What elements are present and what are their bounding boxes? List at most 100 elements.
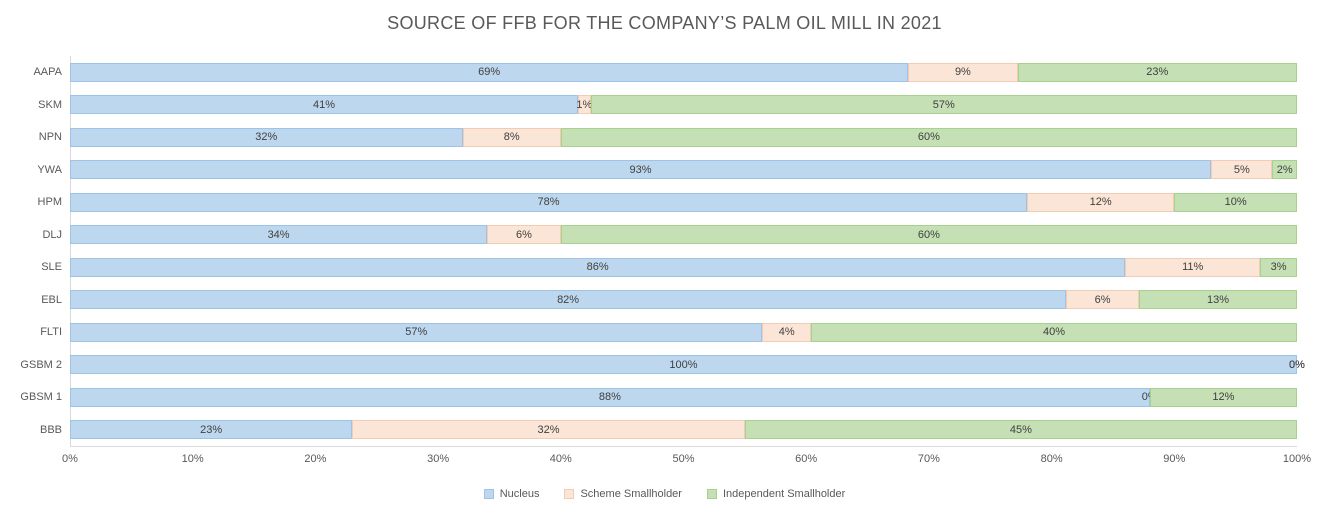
bar-segment-scheme-smallholder: 1% [576, 95, 593, 115]
bar-value-label: 57% [405, 326, 428, 339]
legend-swatch-icon [483, 489, 494, 499]
x-tick-label: 0% [62, 453, 78, 465]
legend-swatch-icon [706, 489, 717, 499]
bar-track: 34% 6% 60% [70, 225, 1297, 245]
bar-value-label: 82% [557, 293, 580, 306]
category-label: YWA [37, 163, 62, 176]
bar-value-label: 12% [1212, 391, 1235, 404]
bar-segment-scheme-smallholder: 12% [1027, 192, 1175, 212]
bar-segment-independent-smallholder: 13% [1139, 290, 1297, 310]
bar-track: 100% 0% 0% [70, 355, 1305, 375]
bar-row: SKM 41% 1% 57% [0, 89, 1297, 122]
bar-value-label: 3% [1270, 261, 1287, 274]
chart-title: SOURCE OF FFB FOR THE COMPANY’S PALM OIL… [387, 13, 942, 33]
bar-track: 86% 11% 3% [70, 257, 1297, 277]
bar-row: HPM 78% 12% 10% [0, 186, 1297, 219]
bar-track: 69% 9% 23% [70, 62, 1297, 82]
bar-value-label: 10% [1224, 196, 1247, 209]
x-tick-label: 20% [304, 453, 327, 465]
bar-value-label: 1% [576, 98, 593, 111]
bar-value-label: 5% [1233, 163, 1250, 176]
bar-track: 78% 12% 10% [70, 192, 1297, 212]
bar-track: 93% 5% 2% [70, 160, 1297, 180]
bar-track: 88%0%12% [70, 387, 1297, 407]
category-label: GBSM 1 [20, 391, 62, 404]
bar-row: GSBM 2 100% 0% 0% [0, 349, 1305, 382]
bar-track: 23% 32% 45% [70, 420, 1297, 440]
x-tick-label: 70% [917, 453, 940, 465]
legend-item-independent-smallholder: Independent Smallholder [706, 488, 846, 500]
bar-segment-nucleus: 86% [70, 257, 1126, 277]
bar-segment-independent-smallholder: 23% [1017, 62, 1297, 82]
category-label: GSBM 2 [20, 358, 62, 371]
bar-row: DLJ 34% 6% 60% [0, 219, 1297, 252]
bar-value-label: 57% [932, 98, 955, 111]
x-tick-label: 60% [795, 453, 818, 465]
bar-value-label: 88% [598, 391, 621, 404]
bar-segment-nucleus: 88% [70, 387, 1150, 407]
bar-segment-scheme-smallholder: 4% [762, 322, 812, 342]
bar-track: 82% 6% 13% [70, 290, 1297, 310]
bar-value-label: 60% [917, 228, 940, 241]
bar-row: YWA 93% 5% 2% [0, 154, 1297, 187]
legend-label: Scheme Smallholder [580, 488, 682, 500]
bar-segment-nucleus: 78% [70, 192, 1028, 212]
category-label: FLTI [40, 326, 62, 339]
category-label: AAPA [33, 66, 62, 79]
bar-segment-independent-smallholder: 12% [1149, 387, 1297, 407]
x-tick-label: 30% [427, 453, 450, 465]
legend-label: Independent Smallholder [722, 488, 846, 500]
bar-value-label: 13% [1207, 293, 1230, 306]
bar-value-label: 2% [1276, 163, 1293, 176]
bar-value-label: 69% [478, 66, 501, 79]
bar-segment-scheme-smallholder: 11% [1125, 257, 1261, 277]
bar-track: 57% 4% 40% [70, 322, 1297, 342]
bar-value-label: 9% [954, 66, 971, 79]
bar-row: AAPA 69% 9% 23% [0, 56, 1297, 89]
bar-value-label: 0% [1289, 358, 1305, 371]
bar-segment-scheme-smallholder: 9% [908, 62, 1018, 82]
bar-value-label: 23% [1146, 66, 1169, 79]
bar-segment-nucleus: 32% [70, 127, 463, 147]
x-tick-label: 80% [1040, 453, 1063, 465]
bar-value-label: 6% [1094, 293, 1111, 306]
bar-segment-nucleus: 69% [70, 62, 909, 82]
bar-segment-nucleus: 23% [70, 420, 353, 440]
chart-rows: AAPA 69% 9% 23% SKM 41% 1% 57% NPN 32% 8% 60% YWA 93%… [0, 56, 1305, 446]
x-axis-line [70, 446, 1297, 447]
bar-segment-independent-smallholder: 57% [590, 95, 1297, 115]
bar-row: FLTI 57% 4% 40% [0, 316, 1297, 349]
bar-value-label: 32% [255, 131, 278, 144]
bar-value-label: 8% [503, 131, 520, 144]
bar-segment-scheme-smallholder: 8% [462, 127, 561, 147]
bar-segment-scheme-smallholder: 6% [1066, 290, 1140, 310]
bar-value-label: 32% [537, 423, 560, 436]
bar-value-label: 0% [1289, 358, 1305, 371]
bar-value-label: 23% [200, 423, 223, 436]
bar-segment-scheme-smallholder: 5% [1211, 160, 1273, 180]
bar-value-label: 45% [1009, 423, 1032, 436]
bar-segment-independent-smallholder: 2% [1272, 160, 1297, 180]
bar-segment-nucleus: 57% [70, 322, 763, 342]
bar-segment-independent-smallholder: 60% [560, 225, 1297, 245]
bar-segment-independent-smallholder: 10% [1174, 192, 1297, 212]
x-tick-label: 90% [1163, 453, 1186, 465]
bar-row: NPN 32% 8% 60% [0, 121, 1297, 154]
bar-segment-independent-smallholder: 40% [811, 322, 1297, 342]
x-tick-label: 10% [181, 453, 204, 465]
bar-segment-nucleus: 93% [70, 160, 1212, 180]
bar-value-label: 34% [267, 228, 290, 241]
bar-value-label: 86% [586, 261, 609, 274]
bar-segment-nucleus: 41% [70, 95, 579, 115]
bar-segment-independent-smallholder: 45% [744, 420, 1297, 440]
chart-legend: Nucleus Scheme Smallholder Independent Sma… [0, 488, 1329, 500]
bar-track: 41% 1% 57% [70, 95, 1297, 115]
legend-item-nucleus: Nucleus [483, 488, 539, 500]
category-label: BBB [39, 423, 62, 436]
bar-value-label: 6% [516, 228, 532, 241]
bar-row: SLE 86% 11% 3% [0, 251, 1297, 284]
bar-segment-independent-smallholder: 3% [1260, 257, 1297, 277]
x-tick-label: 50% [672, 453, 695, 465]
bar-value-label: 41% [313, 98, 336, 111]
